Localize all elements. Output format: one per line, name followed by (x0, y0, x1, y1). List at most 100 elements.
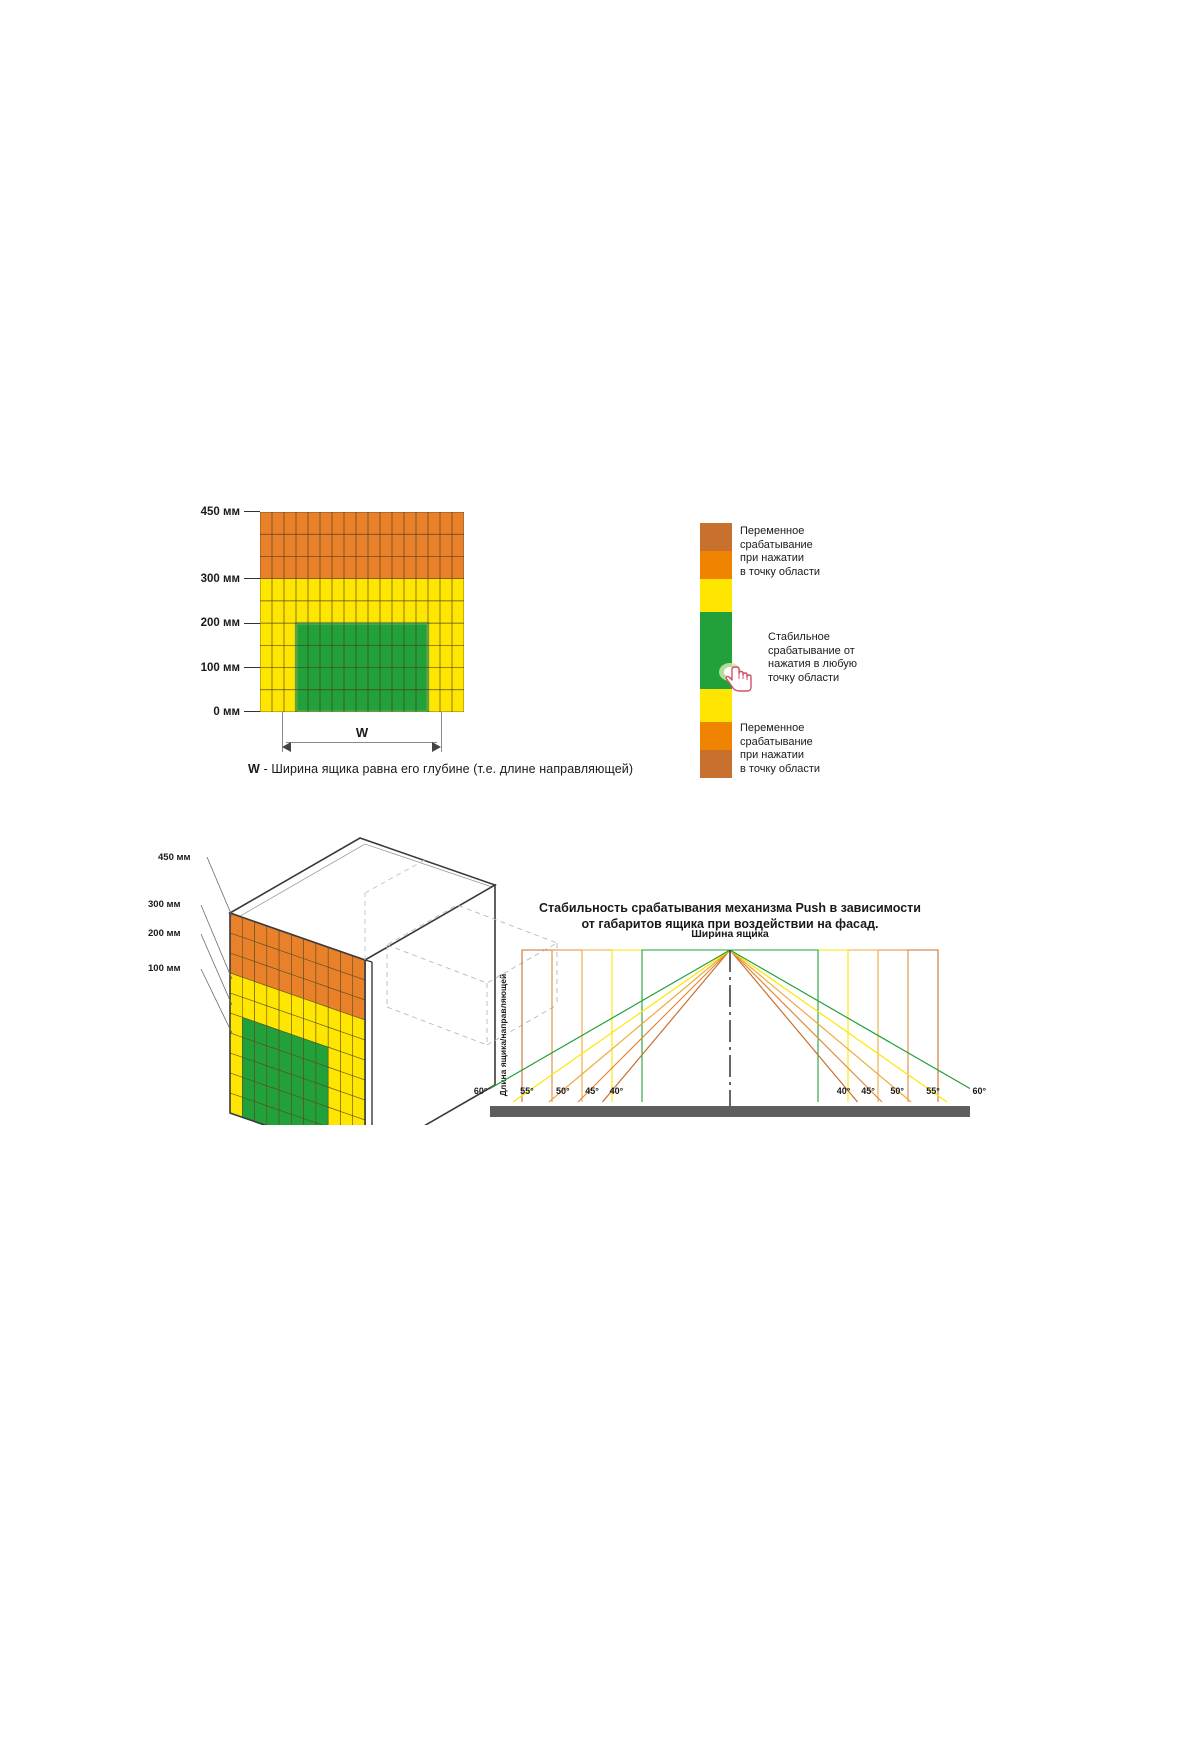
zone-cell (392, 556, 405, 580)
zone-cell (344, 689, 357, 712)
zone-cell (452, 578, 464, 602)
angle-label-right: 40° (836, 1086, 851, 1096)
zone-cell (272, 600, 285, 624)
zone-cell (392, 623, 405, 646)
zone-cell (452, 689, 464, 712)
zone-cell (404, 623, 417, 646)
angle-label-right: 45° (861, 1086, 875, 1096)
zone-cell (440, 645, 453, 668)
angle-ray (577, 949, 731, 1103)
zone-cell (356, 645, 369, 668)
zone-cell (308, 623, 321, 646)
angle-ray (729, 949, 859, 1103)
zone-cell (452, 512, 464, 535)
y-axis-tick: 300 мм (201, 573, 260, 585)
zone-cell (332, 600, 345, 624)
zone-cell (272, 556, 285, 580)
zone-cell (296, 623, 309, 646)
zone-cell (392, 512, 405, 535)
angle-label-left: 45° (585, 1086, 599, 1096)
zone-cell (284, 534, 297, 557)
zone-cell (308, 689, 321, 712)
zone-cell (308, 578, 321, 602)
zone-cell (320, 578, 333, 602)
legend-line: Стабильное (768, 631, 830, 643)
iso-face (340, 1111, 354, 1125)
angle-ray (729, 949, 883, 1103)
zone-cell (428, 645, 441, 668)
zone-cell (320, 600, 333, 624)
zone-cell (428, 534, 441, 557)
zone-cell (332, 623, 345, 646)
zone-cell (332, 667, 345, 691)
zone-grid-svg (260, 512, 464, 712)
tick-dash (244, 622, 260, 624)
zone-cell (440, 667, 453, 691)
legend-band (700, 579, 732, 613)
legend-line: в точку области (740, 762, 821, 775)
width-label: W (355, 725, 369, 740)
zone-cell (404, 689, 417, 712)
iso-face (327, 1106, 341, 1125)
zone-cell (296, 600, 309, 624)
legend-line: Переменное (740, 525, 805, 537)
iso-face (254, 1101, 268, 1125)
zone-cell (428, 667, 441, 691)
zone-cell (308, 512, 321, 535)
zone-cell (356, 512, 369, 535)
legend-line: нажатия в любую (768, 658, 857, 671)
y-axis-tick-label: 200 мм (200, 617, 240, 630)
zone-cell (296, 534, 309, 557)
zone-cell (380, 578, 393, 602)
zone-cell (308, 556, 321, 580)
legend-line: в точку области (740, 565, 821, 578)
iso-line (200, 968, 233, 1034)
zone-cell (368, 645, 381, 668)
zone-cell (452, 534, 464, 557)
legend-band (700, 721, 732, 750)
zone-cell (320, 534, 333, 557)
iso-line (364, 959, 373, 963)
legend-band (700, 551, 732, 580)
tick-dash (244, 578, 260, 580)
top-chart-caption: W - Ширина ящика равна его глубине (т.е.… (248, 762, 633, 776)
legend-line: при нажатии (740, 552, 805, 565)
angle-label-left: 50° (556, 1086, 570, 1096)
zone-cell (344, 623, 357, 646)
zone-cell (296, 645, 309, 668)
zone-cell (296, 512, 309, 535)
floor-bar (490, 1106, 970, 1117)
zone-cell (440, 534, 453, 557)
width-dimension: W (260, 712, 464, 758)
angle-ray (601, 949, 731, 1103)
zone-cell (284, 512, 297, 535)
zone-cell (416, 645, 429, 668)
grid-lines (260, 512, 464, 712)
y-axis-tick-label: 0 мм (213, 706, 240, 718)
zone-cell (368, 512, 381, 535)
zone-cell (308, 534, 321, 557)
iso-line (206, 856, 233, 917)
zone-cell (428, 512, 441, 535)
zone-cell (260, 556, 273, 580)
zone-cell (392, 534, 405, 557)
legend-band (700, 523, 732, 552)
zone-cell (416, 600, 429, 624)
zone-cell (356, 689, 369, 712)
zone-cell (452, 645, 464, 668)
zone-cell (356, 578, 369, 602)
zone-cell (272, 578, 285, 602)
zone-cell (440, 623, 453, 646)
tick-dash (244, 667, 260, 669)
zone-cell (380, 645, 393, 668)
zone-cell (260, 600, 273, 624)
angle-label-left: 60° (473, 1086, 488, 1096)
zone-cell (440, 578, 453, 602)
caption-symbol: W (248, 762, 260, 776)
zone-cell (332, 556, 345, 580)
zone-cell (344, 645, 357, 668)
zone-cell (416, 556, 429, 580)
zone-cell (380, 667, 393, 691)
iso-face (278, 1109, 292, 1125)
zone-grid (260, 512, 464, 712)
